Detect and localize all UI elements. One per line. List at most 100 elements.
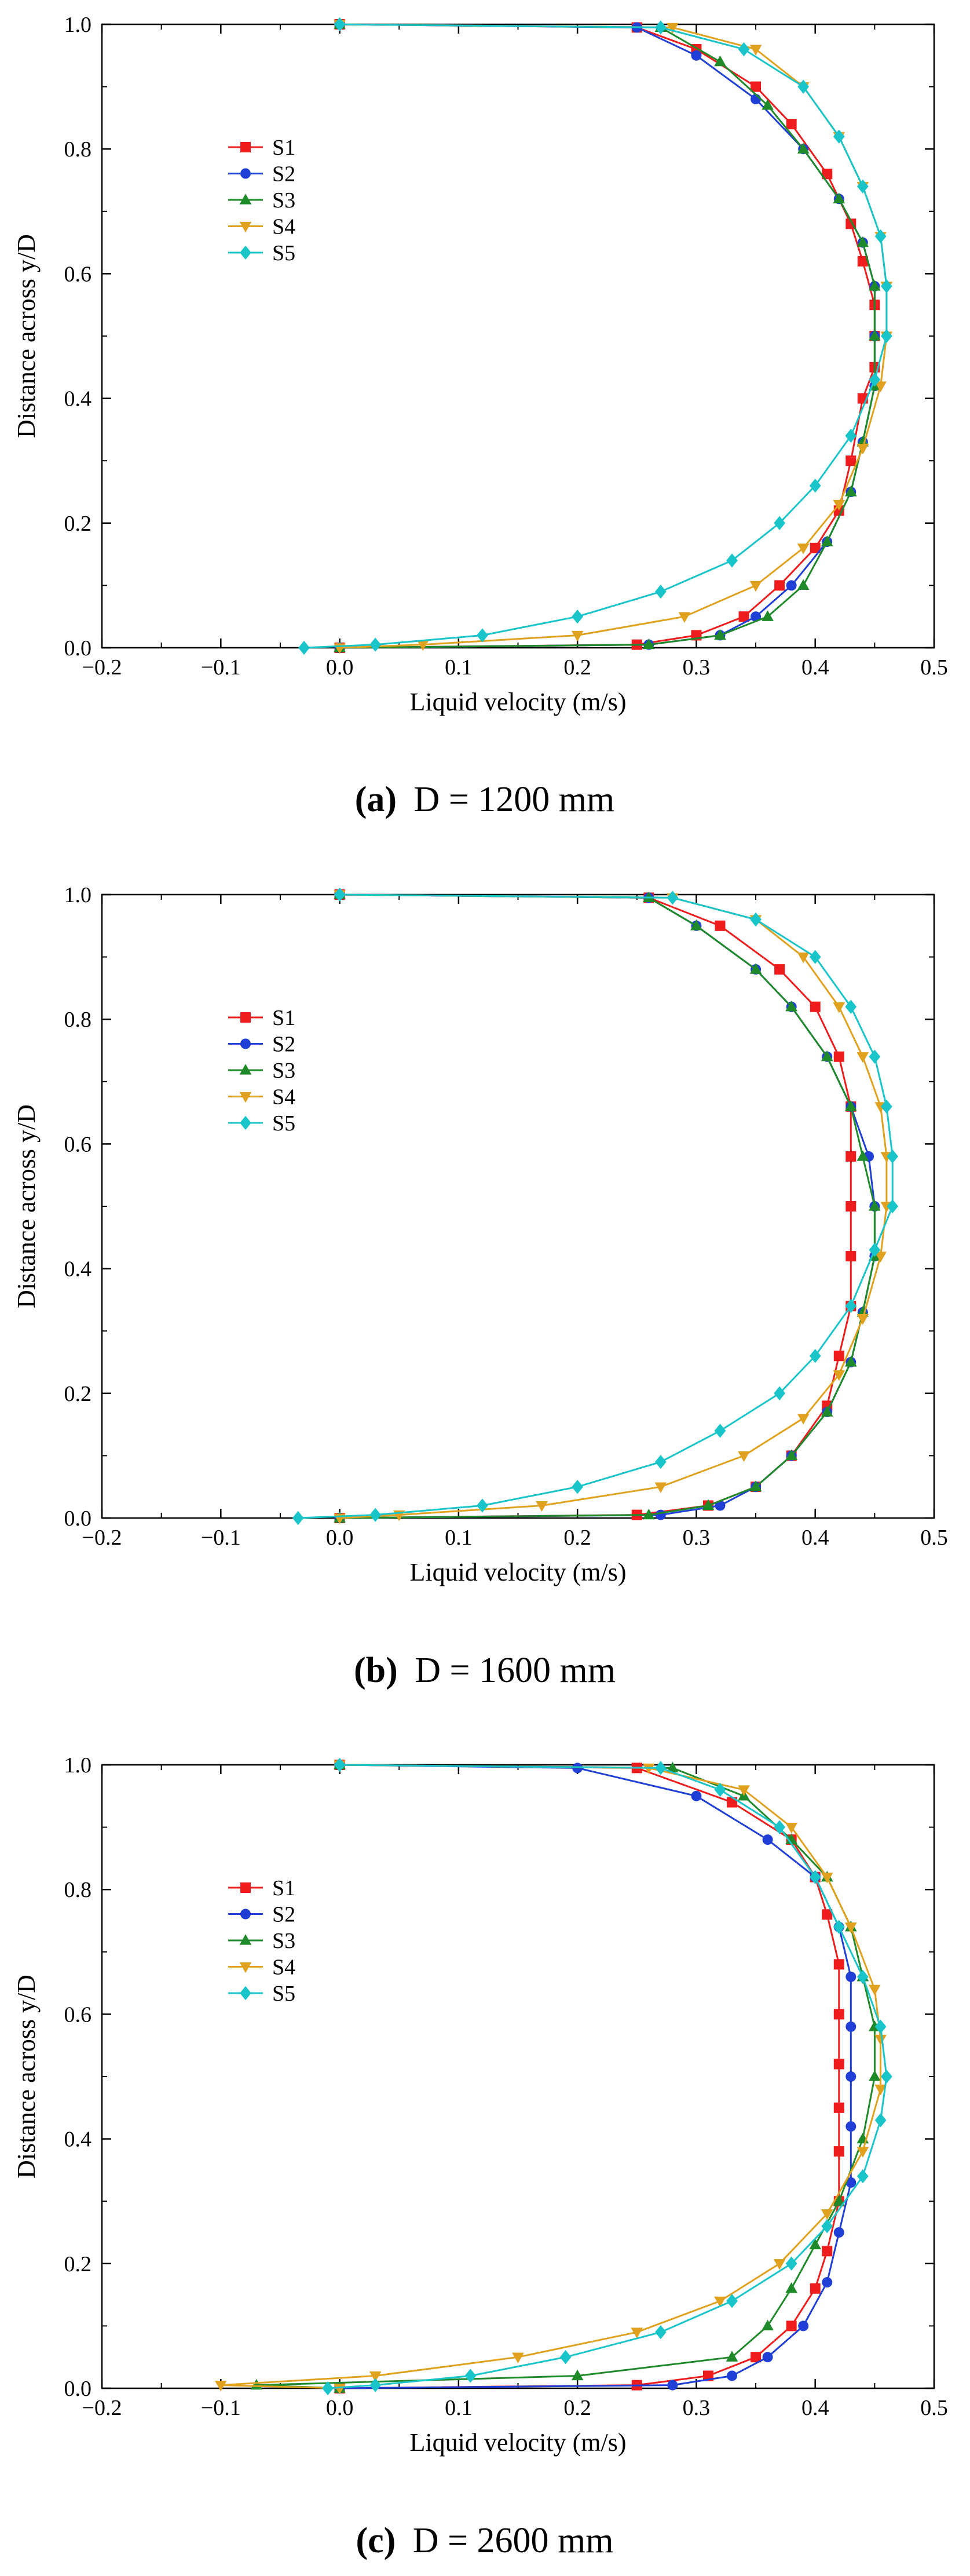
data-point-s5-a xyxy=(869,373,881,387)
series-line-s3-b xyxy=(339,893,876,1519)
x-tick-label-a: −0.2 xyxy=(82,655,122,680)
data-point-s4-a xyxy=(416,640,429,651)
legend-marker-s5-b xyxy=(240,1115,251,1130)
data-point-s4-c xyxy=(874,2084,887,2096)
legend-marker-s4-c xyxy=(239,1962,252,1973)
data-point-s5-b xyxy=(869,1049,881,1064)
x-axis-label-c: Liquid velocity (m/s) xyxy=(410,2428,627,2457)
data-point-s5-b xyxy=(809,950,821,964)
data-point-s3-a xyxy=(797,579,810,590)
data-point-s3-a xyxy=(869,280,881,291)
data-point-s5-a xyxy=(880,279,892,294)
data-point-s5-b xyxy=(887,1199,899,1214)
data-point-s4-a xyxy=(856,444,869,455)
chart-c: −0.2 −0.1 0.0 0.1 0.2 0.3 0.4 0.5 0.0 0.2 0.4 0.6 0.… xyxy=(12,1753,948,2457)
data-point-s4-c xyxy=(642,1763,655,1775)
data-point-s3-b xyxy=(821,1050,833,1061)
series-line-s3-c xyxy=(256,1764,876,2389)
series-line-s3-a xyxy=(339,23,876,649)
data-point-s3-a xyxy=(833,192,845,203)
data-point-s1-a xyxy=(857,256,868,267)
data-point-s3-b xyxy=(690,920,702,931)
data-point-s1-b xyxy=(774,964,785,975)
data-point-s4-b xyxy=(797,952,810,964)
x-tick-label-b: 0.1 xyxy=(445,1526,473,1550)
data-point-s5-b xyxy=(369,1508,382,1522)
data-point-s1-c xyxy=(751,2352,762,2363)
data-point-s5-b xyxy=(334,887,346,902)
data-point-s1-a xyxy=(774,580,785,591)
data-point-s3-b xyxy=(844,1100,857,1111)
data-point-s5-b xyxy=(292,1510,304,1526)
legend-marker-s1-c xyxy=(240,1882,251,1893)
data-point-s4-c xyxy=(844,1922,857,1933)
legend-marker-s4-b xyxy=(239,1092,252,1103)
x-tick-label-c: 0.2 xyxy=(563,2396,591,2420)
data-point-s2-c xyxy=(845,2121,856,2132)
data-point-s1-b xyxy=(833,1051,844,1062)
data-point-s3-c xyxy=(833,2195,845,2206)
legend-marker-s2-b xyxy=(240,1038,251,1049)
data-point-s4-c xyxy=(631,2327,643,2338)
data-point-s4-b xyxy=(738,1451,750,1462)
panel-c-caption: (c) D = 2600 mm xyxy=(356,2521,613,2560)
y-tick-label-a: 1.0 xyxy=(64,13,92,37)
panel-b-caption-text: D = 1600 mm xyxy=(415,1651,616,1690)
data-point-s1-c xyxy=(822,1909,833,1920)
data-point-s4-b xyxy=(797,1414,810,1425)
data-point-s4-c xyxy=(773,2259,786,2270)
data-point-s3-b xyxy=(821,1406,833,1417)
y-tick-label-a: 0.4 xyxy=(64,387,92,411)
data-point-s1-b xyxy=(715,920,726,931)
x-tick-label-c: −0.2 xyxy=(82,2396,122,2420)
data-point-s1-b xyxy=(845,1201,856,1212)
data-point-s3-b xyxy=(642,1508,655,1520)
x-tick-label-a: 0.0 xyxy=(326,655,354,680)
data-point-s1-c xyxy=(833,2009,844,2020)
x-tick-label-c: 0.5 xyxy=(920,2396,948,2420)
data-point-s5-a xyxy=(880,329,892,344)
chart-a: −0.2 −0.1 0.0 0.1 0.2 0.3 0.4 0.5 0.0 0.2 0.4 0.6 0.… xyxy=(12,13,948,716)
legend-label-s3-c: S3 xyxy=(272,1929,295,1953)
data-point-s5-c xyxy=(369,2378,382,2392)
series-line-s5-a xyxy=(303,23,888,649)
data-point-s4-a xyxy=(667,23,679,34)
data-point-s5-c xyxy=(322,2381,334,2396)
data-point-s4-c xyxy=(214,2380,227,2392)
data-point-s5-b xyxy=(654,1455,667,1469)
data-point-s5-a xyxy=(738,42,750,57)
series-line-s2-c xyxy=(339,1764,852,2389)
data-point-s3-b xyxy=(869,1200,881,1211)
data-point-s5-c xyxy=(874,2019,887,2034)
panel-a-letter: (a) xyxy=(355,780,397,819)
data-point-s2-c xyxy=(833,2227,844,2238)
series-line-s4-b xyxy=(339,893,888,1519)
data-point-s5-b xyxy=(869,1243,881,1257)
x-tick-label-a: 0.1 xyxy=(445,655,473,680)
y-axis-label-c: Distance across y/D xyxy=(12,1975,41,2179)
data-point-s5-c xyxy=(821,2219,833,2234)
data-point-s5-a xyxy=(334,17,346,32)
legend-label-s3-a: S3 xyxy=(272,188,295,213)
data-point-s3-a xyxy=(797,143,810,154)
data-point-s5-a xyxy=(774,516,786,530)
data-point-s5-c xyxy=(785,2256,797,2271)
y-tick-label-c: 0.8 xyxy=(64,1878,92,1902)
x-tick-label-b: 0.5 xyxy=(920,1526,948,1550)
data-point-s2-b xyxy=(655,1509,666,1520)
data-point-s3-a xyxy=(714,629,726,640)
y-tick-label-c: 0.4 xyxy=(64,2128,92,2152)
data-point-s4-b xyxy=(856,1052,869,1063)
legend-marker-s1-a xyxy=(240,142,251,152)
data-point-s5-b xyxy=(572,1480,584,1494)
data-point-s1-a xyxy=(822,169,833,180)
data-point-s3-a xyxy=(821,535,833,546)
y-tick-label-b: 0.4 xyxy=(64,1257,92,1282)
x-tick-label-a: 0.2 xyxy=(563,655,591,680)
x-tick-label-b: −0.2 xyxy=(82,1526,122,1550)
data-point-s4-c xyxy=(874,2034,887,2046)
data-point-s2-a xyxy=(786,580,797,591)
y-axis-label-a: Distance across y/D xyxy=(12,234,41,438)
x-tick-label-c: 0.1 xyxy=(445,2396,473,2420)
